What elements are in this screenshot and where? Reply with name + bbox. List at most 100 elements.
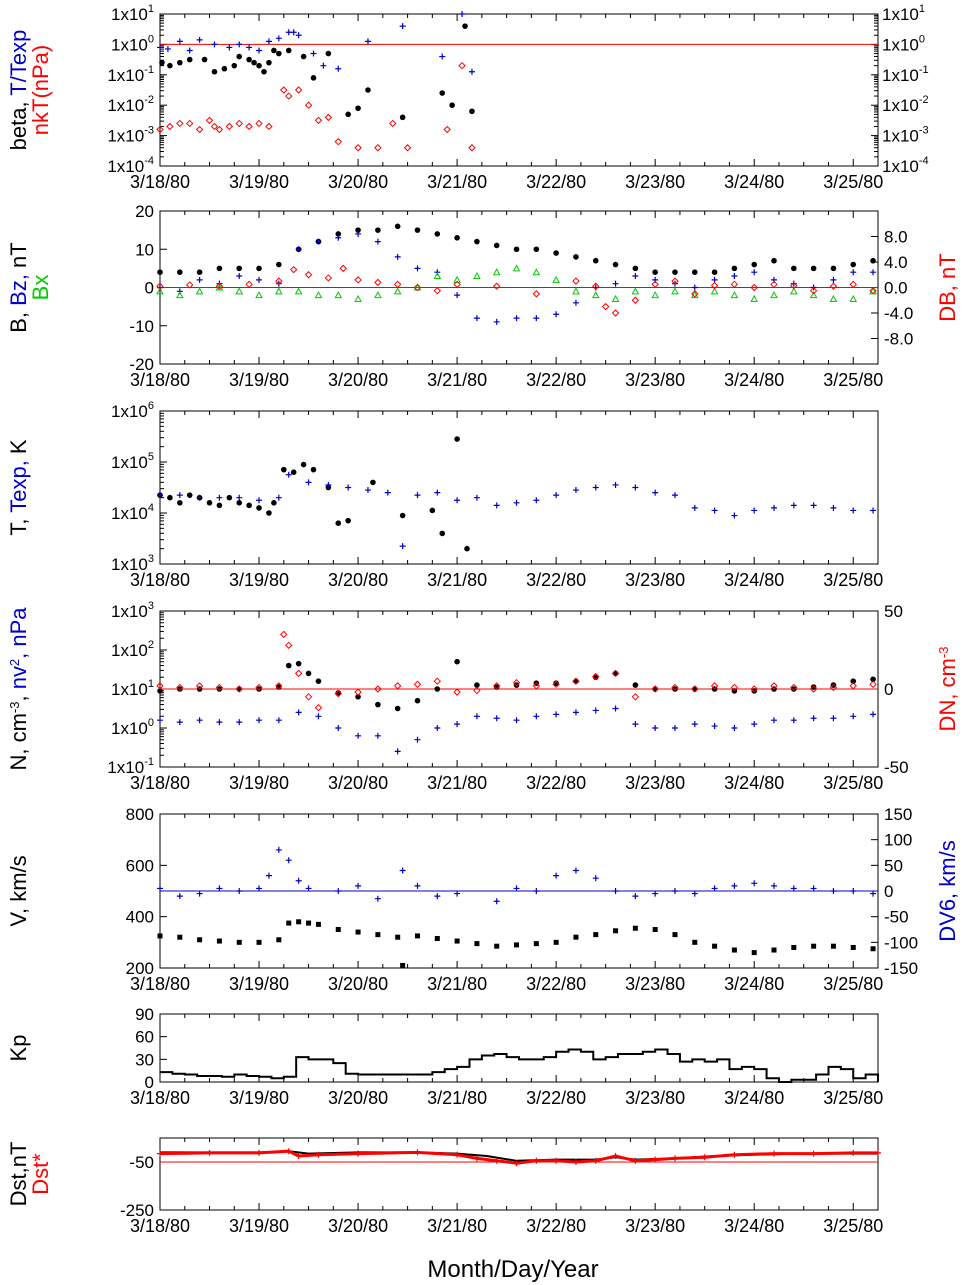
x-tick-label: 3/25/80: [823, 974, 883, 994]
data-point: [464, 545, 470, 552]
data-point: [533, 1157, 540, 1164]
data-point: [572, 709, 579, 716]
data-point: [612, 705, 619, 712]
data-point: [236, 888, 243, 894]
y2-tick-label: -50: [884, 758, 909, 777]
data-point: [226, 494, 233, 501]
data-point: [651, 291, 660, 299]
data-point: [394, 223, 401, 230]
y-tick-label: 800: [126, 805, 154, 824]
data-point: [453, 280, 461, 289]
y-axis-label: B, Bz, nT: [6, 242, 31, 333]
data-point: [157, 885, 163, 892]
data-point: [300, 461, 307, 468]
data-point: [206, 500, 213, 506]
data-point: [830, 504, 837, 511]
data-point: [295, 660, 302, 667]
data-point: [632, 265, 639, 272]
data-point: [454, 1151, 461, 1158]
x-tick-label: 3/24/80: [724, 172, 784, 192]
data-point: [335, 231, 342, 237]
data-point: [592, 282, 600, 290]
data-point: [849, 294, 858, 302]
data-point: [553, 939, 559, 945]
data-point: [474, 238, 480, 245]
data-point: [335, 65, 342, 72]
y-tick-label: 200: [126, 959, 154, 978]
data-point: [533, 941, 539, 947]
data-point: [651, 685, 659, 693]
data-point: [265, 38, 272, 45]
data-point: [810, 684, 817, 690]
y-tick-label: 1x10-1: [107, 64, 154, 85]
data-point: [533, 497, 540, 504]
y-tick-label: 1x102: [111, 639, 154, 660]
data-point: [176, 38, 183, 45]
data-point: [731, 882, 738, 889]
data-point: [632, 925, 638, 931]
data-point: [829, 294, 838, 302]
data-point: [393, 287, 402, 295]
data-point: [315, 238, 322, 245]
data-point: [354, 688, 362, 696]
x-tick-label: 3/20/80: [328, 1216, 388, 1236]
data-point: [393, 682, 402, 690]
data-point: [374, 685, 382, 693]
data-point: [195, 125, 204, 134]
data-point: [671, 888, 678, 894]
x-tick-label: 3/21/80: [427, 1088, 487, 1108]
y2-axis-label: DV6, km/s: [935, 840, 960, 941]
data-point: [454, 658, 460, 665]
data-point: [274, 287, 283, 295]
y-axis-label: V, km/s: [6, 855, 31, 926]
x-tick-label: 3/25/80: [823, 1216, 883, 1236]
data-point: [671, 725, 678, 731]
data-point: [592, 257, 599, 264]
data-point: [612, 481, 619, 488]
data-point: [810, 885, 817, 892]
data-point: [310, 75, 317, 81]
data-point: [167, 62, 173, 69]
data-point: [671, 277, 679, 285]
data-point: [691, 290, 699, 298]
data-point: [771, 717, 778, 724]
x-tick-label: 3/23/80: [625, 370, 685, 390]
data-point: [186, 492, 193, 498]
data-point: [280, 86, 288, 94]
x-tick-label: 3/25/80: [823, 570, 883, 590]
data-point: [830, 888, 837, 894]
data-point: [276, 50, 282, 57]
x-tick-label: 3/19/80: [229, 1216, 289, 1236]
y-tick-label: 20: [135, 202, 154, 221]
data-point: [790, 280, 797, 287]
data-point: [514, 942, 520, 948]
y-tick-label: 0: [145, 279, 154, 298]
x-tick-label: 3/18/80: [130, 1088, 190, 1108]
data-point: [691, 504, 698, 511]
x-tick-label: 3/19/80: [229, 570, 289, 590]
data-point: [553, 711, 560, 718]
x-tick-label: 3/22/80: [526, 172, 586, 192]
x-tick-label: 3/24/80: [724, 974, 784, 994]
x-tick-label: 3/22/80: [526, 1088, 586, 1108]
data-point: [809, 286, 818, 295]
data-point: [532, 268, 541, 276]
panel-5: 800 600 400 200 150 100 50 0 -50 -100 -150 3/18/80 3…: [6, 805, 960, 994]
data-point: [355, 230, 362, 237]
data-point: [751, 269, 758, 276]
y-tick-label: 1x106: [111, 400, 154, 421]
data-point: [314, 116, 323, 125]
data-point: [771, 504, 778, 511]
data-point: [671, 287, 679, 295]
y-tick-label: 1x10-1: [107, 756, 154, 777]
x-tick-label: 3/21/80: [427, 1216, 487, 1236]
data-point: [434, 489, 441, 496]
x-tick-label: 3/20/80: [328, 172, 388, 192]
data-point: [829, 683, 838, 692]
data-point: [790, 683, 798, 692]
x-tick-label: 3/25/80: [823, 172, 883, 192]
data-point: [196, 269, 203, 276]
data-point: [295, 1153, 302, 1159]
data-point: [246, 56, 252, 63]
data-point: [355, 882, 362, 889]
